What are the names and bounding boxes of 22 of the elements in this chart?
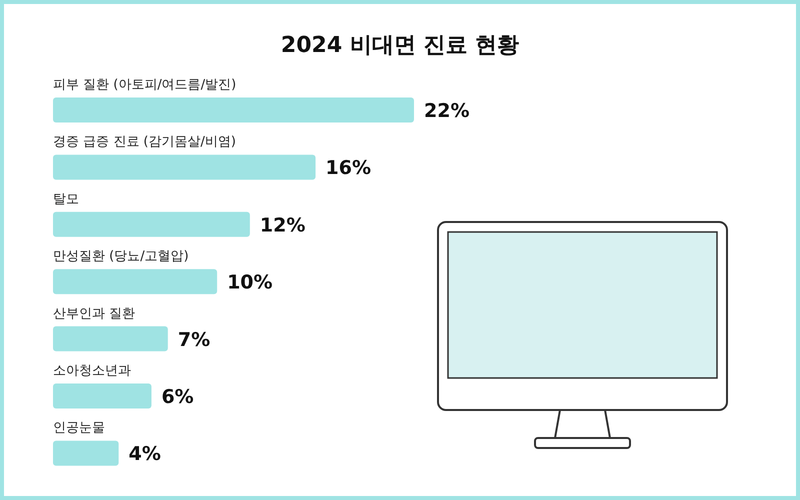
- data-label: 10%: [227, 272, 273, 294]
- bar: [53, 326, 168, 352]
- data-label: 6%: [161, 386, 194, 408]
- y-tick-label: 경증 급증 진료 (감기몸살/비염): [53, 134, 236, 150]
- data-label: 12%: [260, 214, 306, 236]
- data-label: 16%: [326, 157, 372, 180]
- y-tick-label: 산부인과 질환: [53, 306, 136, 322]
- y-tick-label: 탈모: [53, 192, 79, 207]
- bar: [53, 269, 218, 294]
- data-label: 4%: [128, 443, 161, 466]
- y-tick-label: 소아청소년과: [53, 364, 131, 378]
- data-label: 22%: [424, 100, 470, 122]
- bar: [53, 154, 316, 180]
- y-tick-label: 인공눈물: [53, 420, 105, 436]
- bar: [53, 98, 414, 122]
- y-tick-label: 만성질환 (당뇨/고혈압): [53, 249, 189, 264]
- y-tick-label: 피부 질환 (아토피/여드름/발진): [53, 78, 236, 92]
- bar: [53, 440, 119, 466]
- chart-title: 2024 비대면 진료 현황: [280, 33, 520, 58]
- bar: [53, 212, 250, 237]
- bar: [53, 384, 152, 408]
- data-label: 7%: [178, 328, 210, 351]
